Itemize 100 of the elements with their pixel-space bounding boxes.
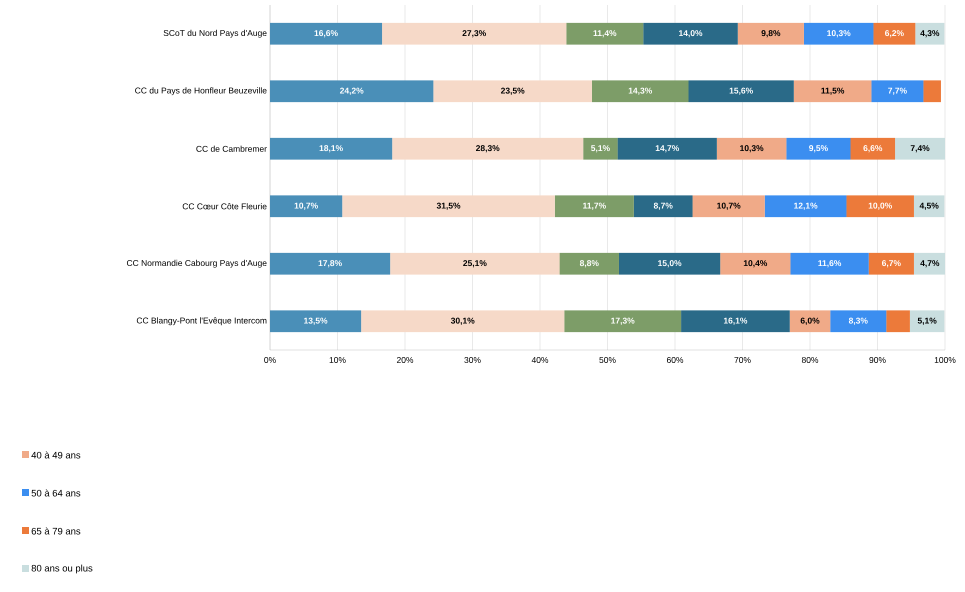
- data-label: 5,1%: [918, 318, 937, 325]
- bar: [846, 195, 914, 218]
- bar: [618, 252, 720, 275]
- data-label: 16,6%: [314, 30, 338, 38]
- data-label: 12,1%: [794, 202, 818, 210]
- x-tick-label: 80%: [802, 357, 818, 363]
- x-tick-label: 100%: [934, 357, 956, 363]
- data-label: 4,5%: [920, 202, 939, 210]
- bar: [390, 252, 560, 275]
- bar: [270, 310, 362, 332]
- data-label: 7,4%: [910, 145, 930, 152]
- data-label: 6,7%: [882, 260, 901, 268]
- data-label: 10,7%: [294, 202, 318, 210]
- bar: [716, 138, 786, 160]
- bar: [830, 310, 886, 332]
- data-label: 17,3%: [611, 318, 634, 325]
- legend-label: 40 à 49 ans: [31, 451, 80, 459]
- bar: [794, 80, 872, 102]
- data-label: 8,3%: [848, 318, 868, 325]
- data-label: 11,7%: [583, 202, 606, 210]
- data-label: 8,7%: [654, 202, 673, 210]
- bar: [560, 252, 619, 275]
- data-label: 25,1%: [463, 260, 487, 268]
- x-tick-label: 90%: [869, 357, 886, 363]
- x-tick-label: 10%: [330, 357, 346, 363]
- bar: [850, 138, 896, 160]
- bar: [804, 22, 874, 45]
- bar: [681, 310, 790, 332]
- bar: [382, 22, 566, 45]
- data-label: 6,2%: [885, 30, 904, 38]
- data-label: 4,7%: [920, 260, 940, 268]
- bar: [738, 22, 804, 45]
- data-label: 5,1%: [591, 145, 610, 152]
- bar: [868, 252, 914, 275]
- data-label: 28,3%: [476, 145, 500, 152]
- bar: [895, 138, 946, 160]
- bar: [433, 80, 592, 102]
- data-label: 14,7%: [656, 145, 680, 152]
- bar: [270, 80, 434, 102]
- bar: [566, 22, 644, 45]
- y-tick-label: CC Cœur Côte Fleurie: [182, 203, 267, 210]
- bar: [910, 310, 944, 332]
- x-tick-label: 40%: [532, 357, 548, 363]
- data-label: 10,0%: [868, 202, 892, 210]
- data-label: 9,5%: [809, 145, 828, 152]
- bar: [270, 195, 342, 218]
- legend-label: 65 à 79 ans: [32, 527, 80, 535]
- bar: [786, 138, 851, 160]
- data-label: 6,0%: [800, 318, 820, 325]
- data-label: 18,1%: [320, 145, 343, 152]
- data-label: 6,6%: [863, 145, 882, 152]
- bar: [871, 80, 924, 102]
- bar: [915, 22, 944, 45]
- data-label: 11,5%: [821, 88, 844, 95]
- data-label: 15,6%: [730, 88, 753, 95]
- y-tick-label: CC Blangy-Pont l'Evêque Intercom: [136, 317, 266, 326]
- x-tick-label: 60%: [666, 357, 684, 363]
- data-label: 16,1%: [724, 318, 748, 325]
- bar: [790, 252, 869, 275]
- bar: [692, 195, 765, 218]
- bar: [764, 195, 846, 218]
- x-tick-label: 70%: [734, 357, 751, 363]
- data-label: 10,3%: [740, 145, 764, 152]
- bar: [634, 195, 693, 218]
- y-tick-label: CC de Cambremer: [196, 146, 267, 152]
- x-tick-label: 50%: [599, 357, 616, 363]
- bar: [270, 138, 392, 160]
- data-label: 4,3%: [920, 30, 940, 38]
- data-label: 11,4%: [594, 30, 616, 38]
- bar: [270, 252, 390, 275]
- bar: [873, 22, 916, 45]
- x-tick-label: 20%: [396, 357, 414, 363]
- data-label: 24,2%: [340, 88, 364, 95]
- bar: [643, 22, 738, 45]
- data-label: 14,3%: [628, 88, 652, 95]
- data-label: 10,4%: [744, 260, 768, 268]
- bar: [790, 310, 830, 332]
- legend-label: 50 à 64 ans: [32, 489, 80, 497]
- bar: [914, 252, 946, 275]
- bar: [392, 138, 584, 160]
- data-label: 11,6%: [818, 260, 842, 268]
- data-label: 30,1%: [450, 318, 475, 325]
- bar: [583, 138, 618, 160]
- data-label: 10,3%: [827, 30, 850, 38]
- data-label: 17,8%: [318, 260, 342, 268]
- x-tick-label: 30%: [464, 357, 481, 363]
- bar: [592, 80, 689, 102]
- data-label: 14,0%: [679, 30, 702, 38]
- bar: [688, 80, 794, 102]
- y-tick-label: CC du Pays de Honfleur Beuzeville: [135, 87, 267, 96]
- data-label: 7,7%: [888, 88, 907, 95]
- x-tick-label: 0%: [264, 357, 276, 363]
- data-label: 13,5%: [304, 318, 328, 325]
- legend-label: 80 ans ou plus: [32, 564, 92, 574]
- bar: [361, 310, 564, 332]
- data-label: 8,8%: [580, 260, 599, 268]
- data-label: 27,3%: [462, 30, 486, 38]
- data-label: 15,0%: [658, 260, 682, 268]
- data-label: 9,8%: [762, 30, 780, 38]
- data-label: 23,5%: [500, 88, 524, 95]
